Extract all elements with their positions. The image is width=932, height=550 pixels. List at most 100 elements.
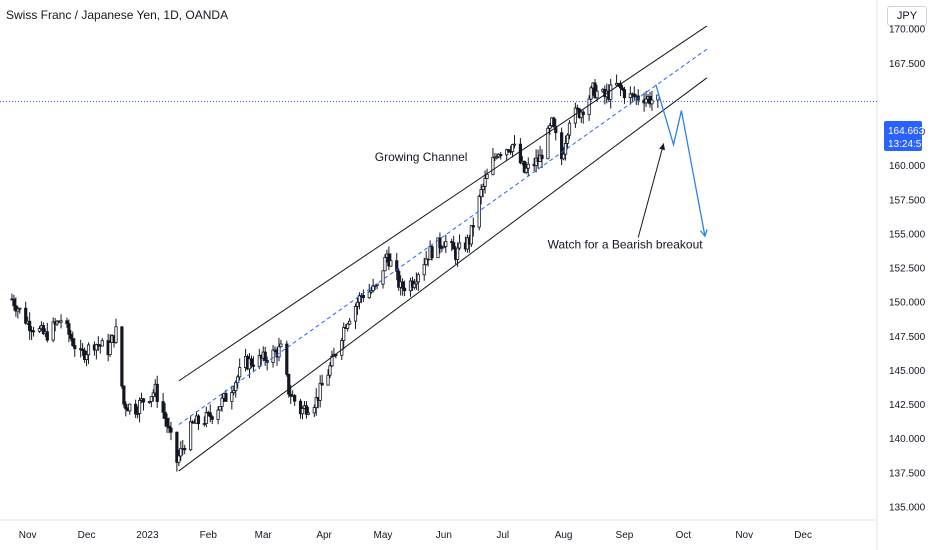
candle-body [412,283,417,288]
candle-body [367,291,371,299]
projection-path[interactable] [655,84,706,237]
candle-body [554,126,558,134]
candle-body [587,98,591,116]
candle-body [442,245,446,249]
candle-body [546,127,550,160]
y-tick-label: 160.000 [889,161,926,172]
candle-body [389,260,393,267]
currency-selector[interactable]: JPY [887,6,927,26]
bearish-projection[interactable] [655,84,708,238]
candle-body [499,154,503,156]
candle-body [450,241,454,244]
candle-body [306,412,310,415]
last-price-tag: 164.663 13:24:52 [884,121,927,151]
candle-body [622,89,627,99]
candle-body [279,343,283,348]
symbol-title: Swiss Franc / Japanese Yen, 1D, OANDA [6,8,229,22]
candle-body [491,157,495,175]
x-tick-label: Jul [496,530,509,541]
candle-body [444,241,448,247]
candle-body [167,425,171,429]
candle-body [381,270,385,285]
candle-body [51,321,55,341]
candle-body [318,382,322,401]
candle-body [108,342,112,356]
candle-body [387,253,391,267]
candle-body [271,349,275,363]
y-tick-label: 155.000 [889,229,926,240]
candle-body [567,122,572,136]
candle-body [524,167,528,173]
candle-body [208,412,212,418]
candle-body [71,338,75,346]
candle-body [122,385,126,405]
arrow-shaft[interactable] [637,143,665,238]
candle-body [210,416,214,420]
candle-body [37,328,42,332]
annotation-arrow[interactable] [637,143,666,238]
candle-body [422,264,426,276]
candle-body [16,308,20,312]
candle-body [28,320,32,331]
candle-body [632,93,636,98]
candle-body [644,98,648,104]
candle-body [100,340,104,347]
candle-body [151,392,155,397]
candle-body [18,307,22,310]
bearish-breakout-label: Watch for a Bearish breakout [548,237,704,251]
candle-body [300,408,305,415]
candle-body [24,307,28,324]
x-tick-label: Dec [78,530,96,541]
candle-body [589,87,593,100]
channel-upper-line[interactable] [178,25,708,382]
channel-lower-line[interactable] [178,77,708,472]
candle-body [81,348,85,352]
candle-body [340,340,344,356]
candle-body [179,448,183,457]
x-tick-label: Oct [676,530,692,541]
candle-body [230,392,234,402]
candle-body [609,84,613,100]
x-tick-label: Aug [555,530,573,541]
candle-body [522,160,526,173]
candle-body [73,345,77,350]
candle-body [169,427,173,433]
y-tick-label: 147.500 [889,332,926,343]
candle-body [526,163,530,169]
candle-body [202,423,206,425]
candle-body [353,306,358,322]
candle-body [285,343,289,375]
candle-body [137,400,142,414]
candle-body [67,323,71,335]
candle-body [134,403,138,415]
candle-body [177,455,181,463]
candle-body [346,323,350,329]
bar-countdown: 13:24:52 [888,139,927,150]
candle-body [165,417,169,427]
projection-arrowhead [700,229,708,238]
candle-body [371,285,375,292]
candle-body [575,107,579,110]
candle-body [161,401,165,413]
y-tick-label: 157.500 [889,195,926,206]
candle-body [114,326,118,343]
candle-body [452,242,456,250]
candle-body [471,225,475,228]
candle-body [552,117,556,127]
candle-body [312,407,316,414]
y-axis-ticks: 170.000167.500162.500160.000157.500155.0… [889,25,926,514]
candle-body [234,382,238,392]
candle-body [320,382,324,386]
x-tick-label: Nov [19,530,37,541]
candle-body [277,346,281,358]
candle-body [440,247,444,250]
candle-body [220,397,224,408]
y-tick-label: 135.000 [889,502,926,513]
candle-body [69,333,73,339]
candle-body [257,355,261,367]
channel-midline[interactable] [178,48,708,425]
candle-body [120,326,124,387]
growing-channel[interactable] [178,25,708,472]
candle-body [273,349,277,352]
